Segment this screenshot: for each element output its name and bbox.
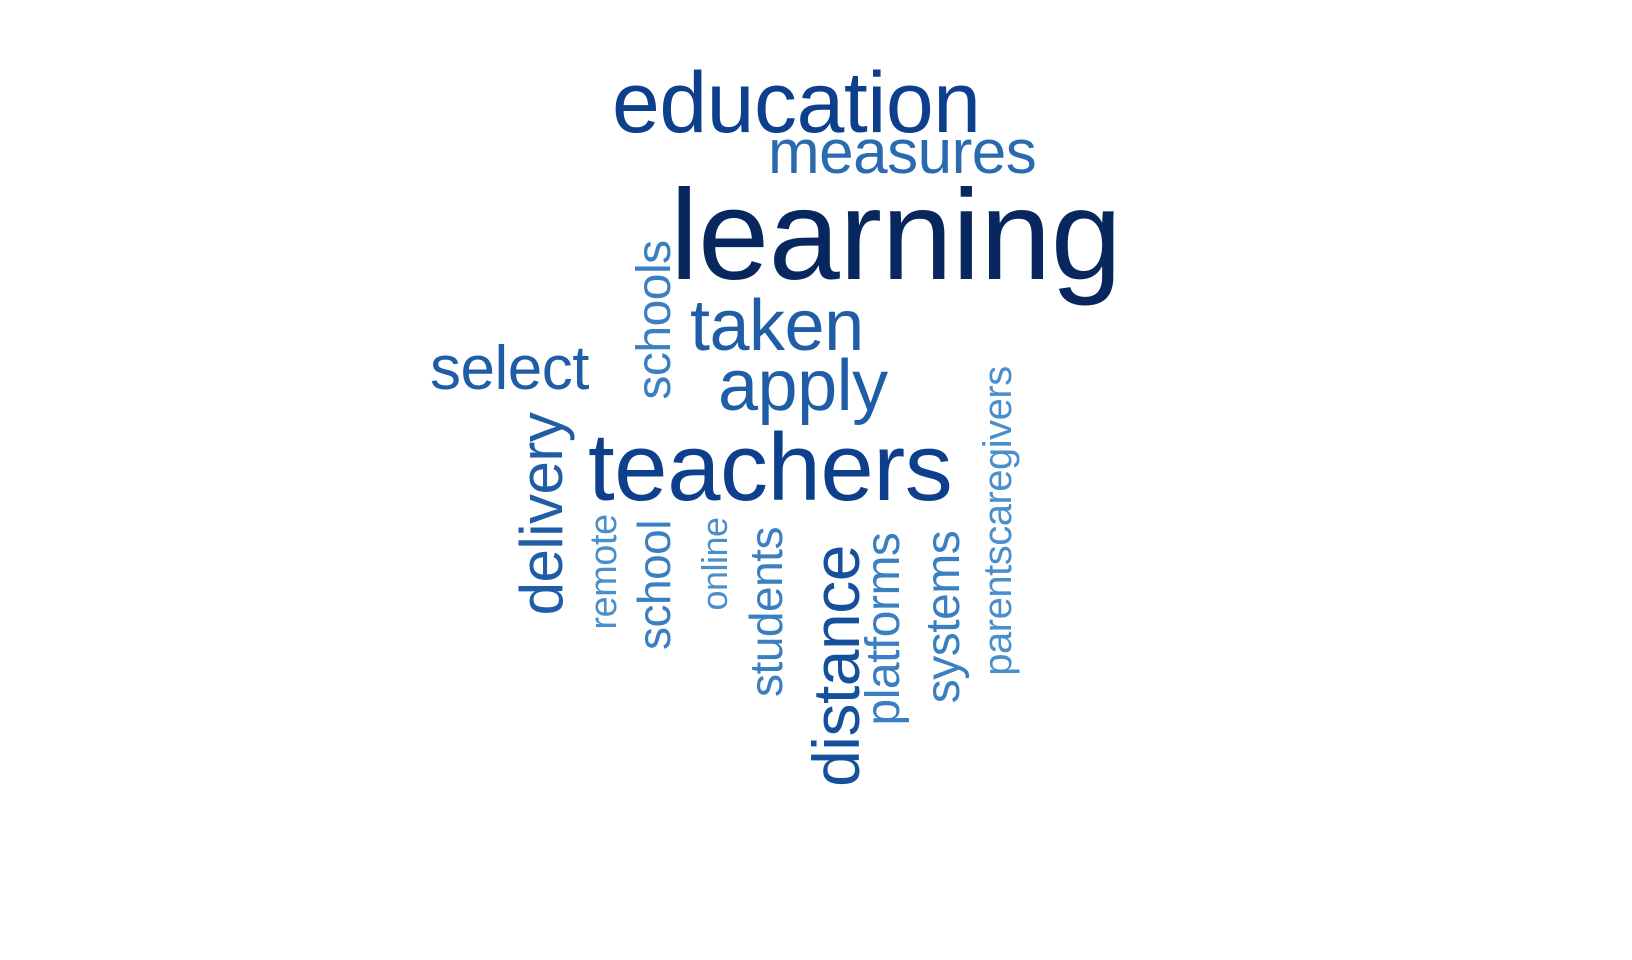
word-apply: apply [718, 346, 888, 426]
word-delivery: delivery [508, 412, 575, 616]
word-platforms: platforms [857, 532, 910, 726]
word-taken: taken [690, 286, 864, 366]
word-online: online [694, 517, 735, 611]
word-teachers: teachers [588, 414, 953, 521]
word-select: select [430, 334, 589, 403]
word-measures: measures [768, 118, 1037, 187]
word-education: education [612, 55, 981, 151]
word-remote: remote [583, 514, 625, 630]
word-systems: systems [917, 530, 970, 704]
word-schools: schools [628, 240, 681, 400]
word-school: school [628, 520, 680, 650]
word-learning: learning [670, 164, 1122, 307]
word-students: students [740, 527, 792, 697]
word-parentscaregivers: parentscaregivers [976, 366, 1020, 676]
